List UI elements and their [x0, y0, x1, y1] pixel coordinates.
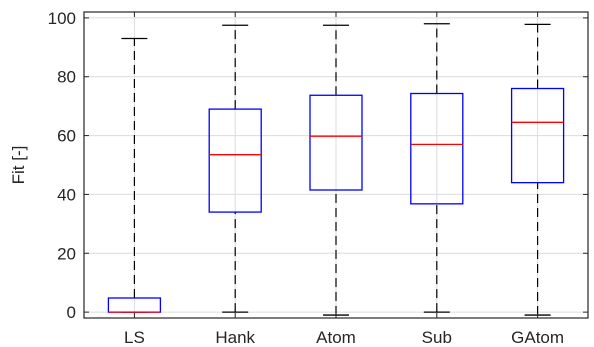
x-tick-label-sub: Sub	[422, 328, 452, 347]
y-tick-label-20: 20	[57, 244, 76, 263]
y-axis-label: Fit [-]	[9, 146, 28, 185]
plot-area	[107, 23, 565, 316]
y-tick-label-0: 0	[67, 303, 76, 322]
x-tick-label-hank: Hank	[215, 328, 255, 347]
x-tick-label-atom: Atom	[316, 328, 356, 347]
x-tick-label-gatom: GAtom	[511, 328, 564, 347]
box-gatom	[510, 87, 565, 184]
box-hank	[208, 108, 262, 213]
box-atom	[309, 94, 363, 191]
y-tick-label-40: 40	[57, 185, 76, 204]
box-sub	[410, 92, 464, 205]
x-tick-label-ls: LS	[124, 328, 145, 347]
y-tick-label-100: 100	[48, 9, 76, 28]
y-tick-label-60: 60	[57, 127, 76, 146]
y-tick-label-80: 80	[57, 68, 76, 87]
axes: 0 20 40 60 80 100 LS Hank Atom Sub GAtom	[48, 9, 589, 347]
